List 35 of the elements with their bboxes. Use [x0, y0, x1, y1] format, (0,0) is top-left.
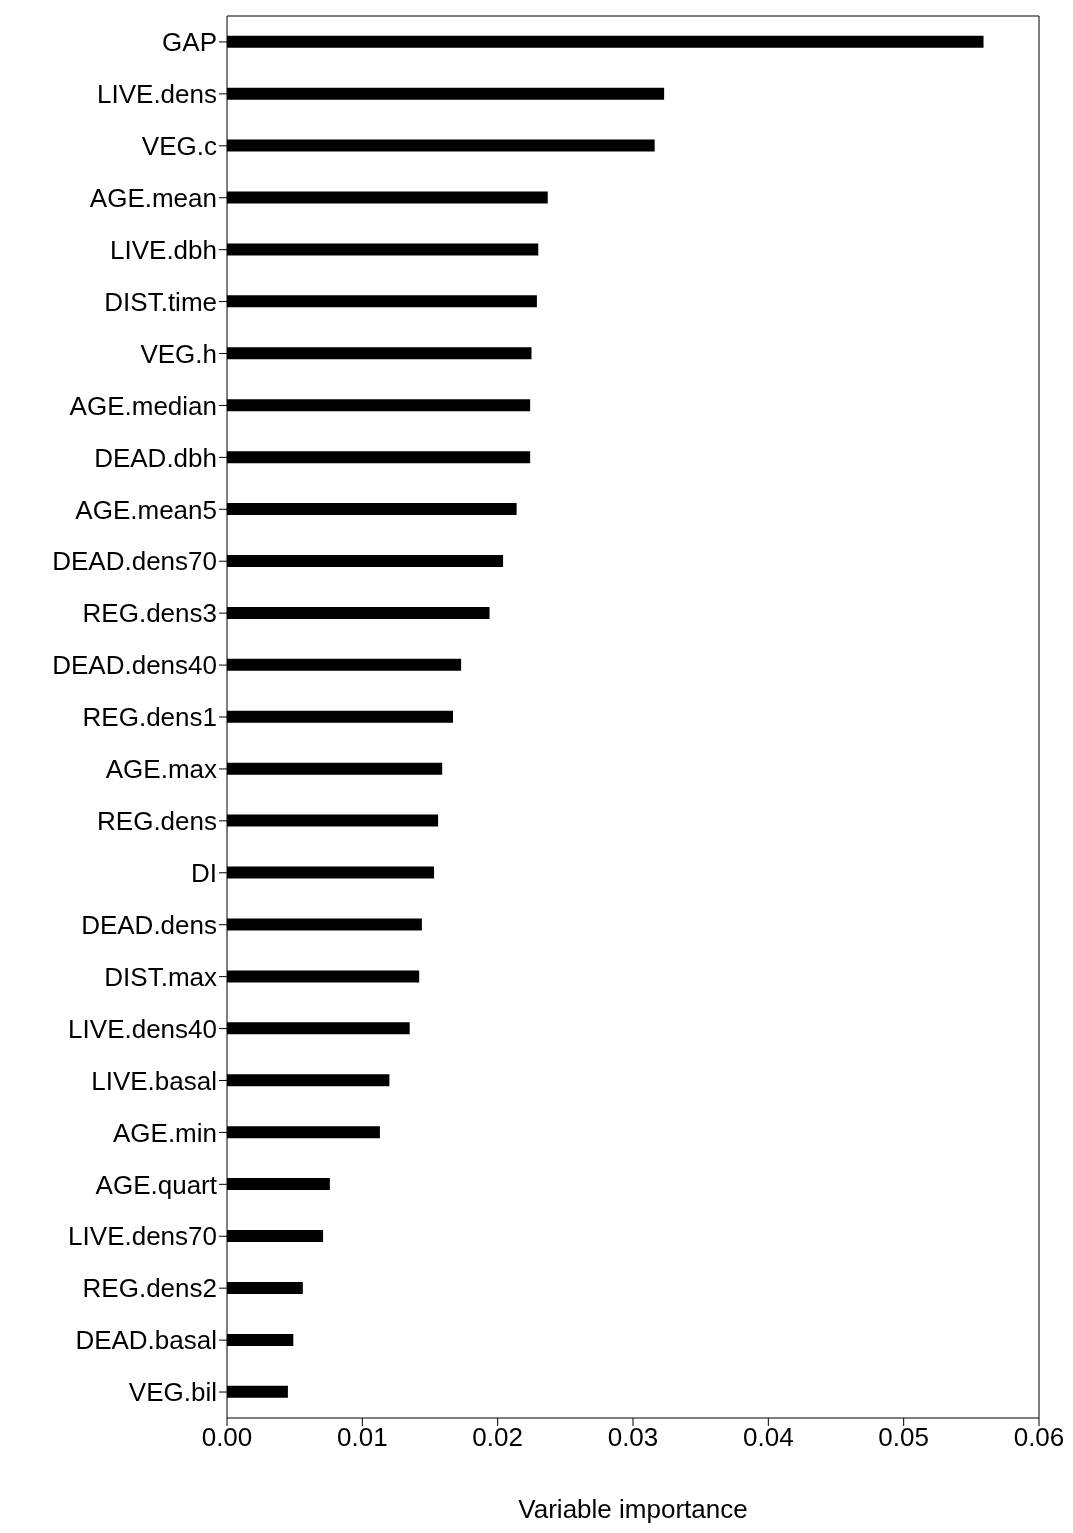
y-tick-label: AGE.median — [69, 390, 217, 421]
y-tick-label: DIST.time — [104, 286, 217, 317]
y-tick-label: LIVE.dens — [97, 79, 217, 110]
y-tick-label: LIVE.basal — [91, 1065, 217, 1096]
y-tick-label: DEAD.dens70 — [52, 546, 217, 577]
y-tick-label: LIVE.dens40 — [68, 1013, 217, 1044]
y-tick-label: AGE.max — [105, 754, 217, 785]
y-tick-label: AGE.quart — [95, 1169, 218, 1200]
y-tick-label: DEAD.dens40 — [52, 650, 217, 681]
y-tick-label: DEAD.dbh — [94, 442, 217, 473]
x-tick-label: 0.00 — [201, 1422, 253, 1453]
y-tick-label: VEG.h — [140, 338, 217, 369]
y-tick-label: AGE.min — [112, 1117, 217, 1148]
y-tick-label: VEG.c — [141, 131, 217, 162]
x-tick-label: 0.02 — [472, 1422, 523, 1453]
y-tick-label: VEG.bil — [128, 1377, 217, 1408]
y-tick-label: REG.dens1 — [82, 702, 217, 733]
y-tick-label: LIVE.dbh — [110, 234, 217, 265]
x-tick-label: 0.03 — [607, 1422, 659, 1453]
y-tick-label: LIVE.dens70 — [68, 1221, 217, 1252]
y-tick-label: AGE.mean5 — [75, 494, 217, 525]
y-tick-label: DIST.max — [104, 961, 217, 992]
y-tick-label: REG.dens2 — [82, 1273, 217, 1304]
y-tick-label: GAP — [162, 27, 217, 58]
y-tick-label: DI — [191, 858, 217, 889]
x-axis-title: Variable importance — [518, 1494, 748, 1524]
x-tick-label: 0.06 — [1013, 1422, 1065, 1453]
y-tick-label: AGE.mean — [89, 182, 217, 213]
y-tick-label: DEAD.basal — [75, 1325, 217, 1356]
y-tick-label: REG.dens3 — [82, 598, 217, 629]
y-tick-label: DEAD.dens — [81, 909, 217, 940]
x-tick-label: 0.01 — [337, 1422, 388, 1453]
y-tick-label: REG.dens — [97, 806, 217, 837]
x-tick-label: 0.05 — [878, 1422, 929, 1453]
x-tick-label: 0.04 — [743, 1422, 794, 1453]
